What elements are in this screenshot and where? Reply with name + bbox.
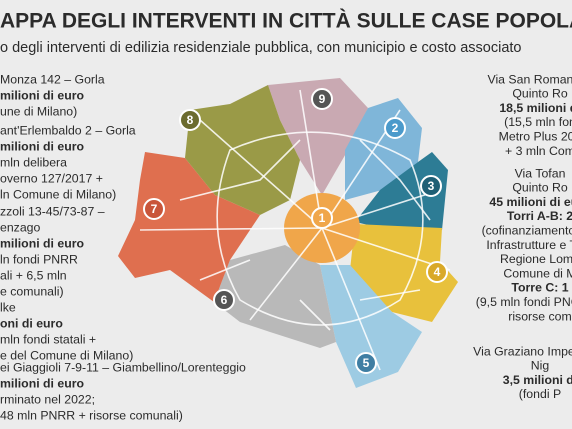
badge bbox=[213, 289, 235, 311]
subtitle: o degli interventi di edilizia residenzi… bbox=[0, 40, 522, 56]
text-line: mln delibera bbox=[0, 155, 67, 169]
badge bbox=[420, 175, 442, 197]
text-line: Comune di M bbox=[503, 266, 572, 280]
badge-label: 1 bbox=[319, 211, 326, 225]
text-line: Via San Romanello bbox=[487, 72, 572, 86]
text-line: ant'Erlembaldo 2 – Gorla bbox=[0, 123, 136, 137]
text-line: ali + 6,5 mln bbox=[0, 268, 67, 282]
cost-line: milioni di euro bbox=[0, 236, 85, 250]
text-line: ln fondi PNRR bbox=[0, 252, 78, 266]
badge-label: 8 bbox=[187, 113, 194, 127]
municipio-4 bbox=[350, 224, 458, 322]
text-line: overno 127/2017 + bbox=[0, 171, 103, 185]
badge bbox=[143, 198, 165, 220]
street bbox=[179, 139, 431, 331]
badge-label: 7 bbox=[151, 202, 158, 216]
text-line: lke bbox=[0, 300, 16, 314]
badge bbox=[311, 88, 333, 110]
cost-line: milioni di euro bbox=[0, 139, 85, 153]
badge-label: 3 bbox=[428, 179, 435, 193]
municipio-6 bbox=[214, 245, 336, 348]
text-line: risorse com bbox=[508, 309, 572, 323]
text-line: rminato nel 2022; bbox=[0, 392, 95, 406]
text-line: (fondi P bbox=[519, 387, 561, 401]
badge-label: 9 bbox=[319, 92, 326, 106]
badge-label: 5 bbox=[363, 356, 370, 370]
cost-line: Torri A-B: 2 bbox=[507, 209, 572, 223]
text-line: ei Giaggioli 7-9-11 – Giambellino/Lorent… bbox=[0, 360, 246, 374]
text-line: Metro Plus 202 bbox=[499, 129, 572, 143]
badge bbox=[355, 352, 377, 374]
badge-label: 6 bbox=[221, 293, 228, 307]
map bbox=[118, 78, 458, 388]
text-line: (9,5 mln fondi PNC- PN bbox=[476, 295, 572, 309]
street bbox=[216, 131, 424, 326]
text-line: Infrastrutture e Tras bbox=[486, 238, 572, 252]
text-line: Monza 142 – Gorla bbox=[0, 72, 105, 86]
text-line: e comunali) bbox=[0, 284, 64, 298]
text-line: enzago bbox=[0, 220, 41, 234]
text-line: Quinto Ro bbox=[512, 181, 568, 195]
text-line: Via Tofan bbox=[515, 166, 566, 180]
badge-label: 4 bbox=[434, 265, 441, 279]
title: APPA DEGLI INTERVENTI IN CITTÀ SULLE CAS… bbox=[0, 10, 572, 33]
badge bbox=[179, 109, 201, 131]
left-column: Monza 142 – Gorla milioni di euro une di M… bbox=[0, 72, 246, 422]
text-line: mln fondi statali + bbox=[0, 332, 96, 346]
text-line: ln Comune di Milano) bbox=[0, 187, 116, 201]
text-line: 48 mln PNRR + risorse comunali) bbox=[0, 408, 183, 422]
badge-label: 2 bbox=[392, 121, 399, 135]
municipio-9 bbox=[268, 78, 368, 195]
text-line: Nig bbox=[531, 359, 550, 373]
street bbox=[139, 89, 451, 371]
text-line: e del Comune di Milano) bbox=[0, 348, 133, 362]
cost-line: Torre C: 1 bbox=[511, 281, 568, 295]
text-line: (15,5 mln fon bbox=[504, 115, 572, 129]
badge bbox=[426, 261, 448, 283]
cost-line: 45 milioni di euro bbox=[489, 195, 572, 209]
text-line: zzoli 13-45/73-87 – bbox=[0, 204, 105, 218]
municipio-5 bbox=[320, 265, 422, 388]
cost-line: milioni di euro bbox=[0, 376, 85, 390]
municipio-badges: 1 2 3 4 5 6 7 8 9 bbox=[143, 88, 448, 374]
text-line: (cofinanziamento Min bbox=[482, 223, 572, 237]
text-line: + 3 mln Com bbox=[505, 144, 572, 158]
badge bbox=[311, 207, 333, 229]
cost-line: 3,5 milioni di bbox=[503, 373, 572, 387]
text-line: Quinto Ro bbox=[512, 87, 568, 101]
text-line: Regione Lomb bbox=[500, 252, 572, 266]
text-line: Via Graziano Imperatore bbox=[473, 344, 572, 358]
cost-line: milioni di euro bbox=[0, 88, 85, 102]
cost-line: oni di euro bbox=[0, 316, 63, 330]
badge bbox=[384, 117, 406, 139]
cost-line: 18,5 milioni di bbox=[499, 101, 572, 115]
text-line: une di Milano) bbox=[0, 104, 77, 118]
